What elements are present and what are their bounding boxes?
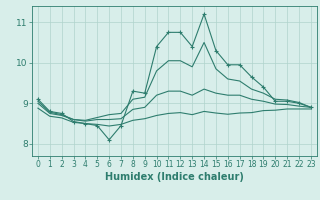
- X-axis label: Humidex (Indice chaleur): Humidex (Indice chaleur): [105, 172, 244, 182]
